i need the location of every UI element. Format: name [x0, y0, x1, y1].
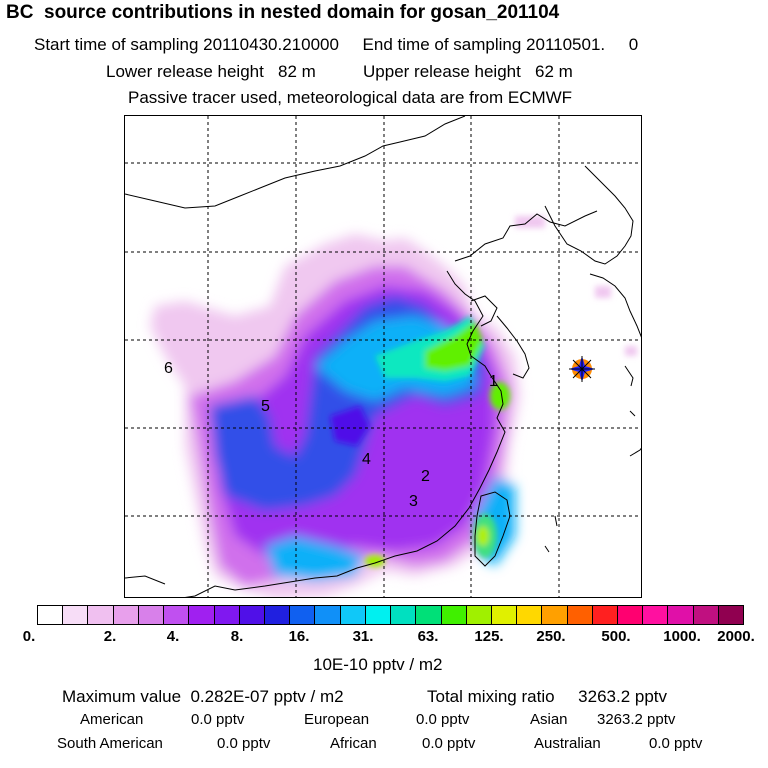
release-height-line: Lower release height 82 m Upper release … — [106, 62, 573, 81]
color-swatch — [567, 606, 593, 624]
contour-green-east — [490, 382, 510, 410]
south-american-label: South American — [57, 735, 163, 752]
color-scale-bar — [37, 605, 744, 625]
color-swatch — [113, 606, 139, 624]
coastlines — [125, 116, 641, 597]
color-swatch — [466, 606, 492, 624]
region-label-5: 5 — [261, 398, 270, 415]
tracer-info-line: Passive tracer used, meteorological data… — [128, 88, 573, 107]
scale-tick-label: 2000. — [717, 628, 755, 645]
color-swatch — [264, 606, 291, 624]
region-label-3: 3 — [409, 493, 418, 510]
scale-tick-label: 1000. — [663, 628, 701, 645]
scale-tick-label: 16. — [288, 628, 310, 645]
color-swatch — [290, 606, 316, 624]
australian-label: Australian — [534, 735, 601, 752]
color-swatch — [441, 606, 467, 624]
region-label-1: 1 — [489, 373, 498, 390]
asian-label: Asian — [530, 711, 568, 728]
color-swatch — [643, 606, 669, 624]
color-swatch — [239, 606, 265, 624]
scale-tick-label: 31. — [352, 628, 374, 645]
maximum-value-text: Maximum value 0.282E-07 pptv / m2 — [62, 687, 344, 706]
plot-title: BC source contributions in nested domain… — [6, 2, 560, 23]
color-swatch — [391, 606, 417, 624]
south-american-value: 0.0 pptv — [217, 735, 271, 752]
contour-lightblue-coast — [265, 536, 365, 581]
color-swatch — [542, 606, 568, 624]
american-value: 0.0 pptv — [191, 711, 245, 728]
total-mixing-ratio-text: Total mixing ratio 3263.2 pptv — [427, 687, 668, 706]
contour-darkblue — [330, 406, 370, 446]
color-swatch — [592, 606, 619, 624]
african-value: 0.0 pptv — [422, 735, 476, 752]
contour-yellow-south — [477, 526, 489, 546]
scale-tick-label: 125. — [474, 628, 504, 645]
color-swatch — [88, 606, 114, 624]
scale-tick-label: 4. — [166, 628, 180, 645]
region-label-2: 2 — [421, 468, 430, 485]
european-label: European — [304, 711, 370, 728]
european-value: 0.0 pptv — [416, 711, 470, 728]
scale-tick-label: 8. — [230, 628, 244, 645]
scale-tick-label: 0. — [22, 628, 36, 645]
color-swatch — [517, 606, 543, 624]
color-swatch — [618, 606, 644, 624]
color-swatch — [693, 606, 719, 624]
star-marker — [569, 356, 595, 382]
american-label: American — [80, 711, 144, 728]
map-panel: 1 2 3 4 5 6 — [124, 115, 642, 598]
color-swatch — [416, 606, 442, 624]
lat-lon-grid — [125, 116, 641, 597]
scale-tick-label: 2. — [103, 628, 117, 645]
color-swatch — [315, 606, 341, 624]
map-canvas — [125, 116, 641, 597]
sampling-time-line: Start time of sampling 20110430.210000 E… — [34, 35, 639, 54]
color-swatch — [38, 606, 64, 624]
scale-tick-label: 63. — [417, 628, 439, 645]
color-swatch — [189, 606, 215, 624]
color-swatch — [365, 606, 392, 624]
color-swatch — [340, 606, 366, 624]
scale-unit-label: 10E-10 pptv / m2 — [313, 655, 443, 674]
australian-value: 0.0 pptv — [649, 735, 703, 752]
color-swatch — [491, 606, 518, 624]
region-label-4: 4 — [362, 451, 371, 468]
scale-tick-label: 500. — [601, 628, 631, 645]
color-swatch — [214, 606, 240, 624]
color-swatch — [718, 606, 744, 624]
color-swatch — [138, 606, 165, 624]
scale-tick-label: 250. — [536, 628, 566, 645]
color-swatch — [164, 606, 190, 624]
color-swatch — [668, 606, 694, 624]
concentration-field — [150, 216, 637, 597]
asian-value: 3263.2 pptv — [597, 711, 676, 728]
african-label: African — [330, 735, 377, 752]
color-swatch — [63, 606, 89, 624]
region-label-6: 6 — [164, 360, 173, 377]
contour-green — [425, 321, 483, 371]
